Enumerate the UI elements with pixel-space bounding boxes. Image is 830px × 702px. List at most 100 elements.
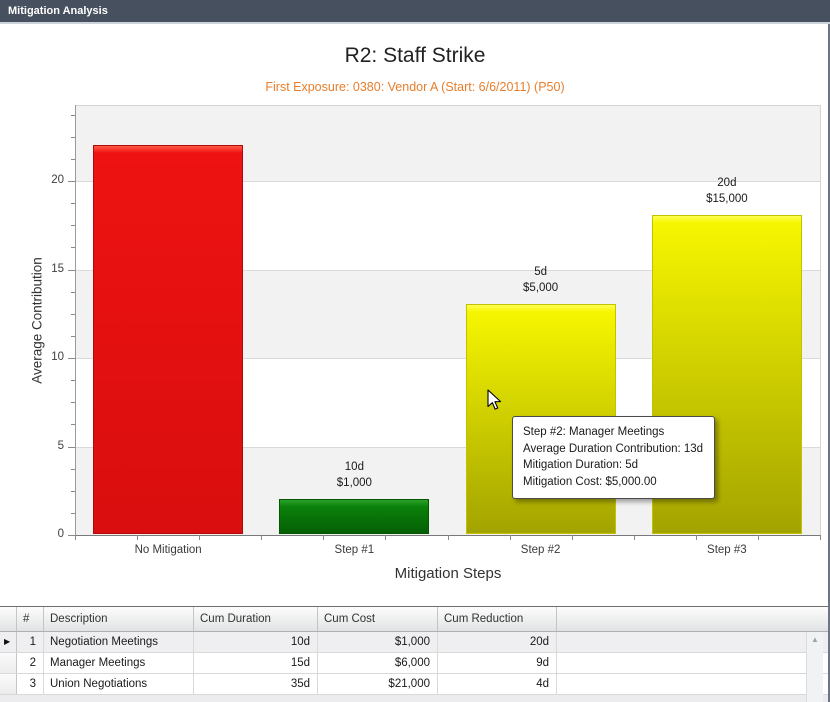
table-cell-filler xyxy=(557,653,830,673)
y-axis-minor-tick xyxy=(71,402,75,404)
y-axis-minor-tick xyxy=(71,247,75,249)
x-axis-tick xyxy=(385,535,387,540)
x-axis-tick xyxy=(137,535,139,540)
x-axis-tick xyxy=(199,535,201,540)
tooltip-line: Step #2: Manager Meetings xyxy=(523,426,665,438)
y-axis-minor-tick xyxy=(71,490,75,492)
bar-step-1[interactable] xyxy=(279,498,430,534)
row-selector[interactable] xyxy=(0,653,17,673)
y-axis-minor-tick xyxy=(71,468,75,470)
table-header-description[interactable]: Description xyxy=(44,607,194,631)
table-cell-description[interactable]: Manager Meetings xyxy=(44,653,194,673)
y-axis-tick-label: 5 xyxy=(57,439,64,452)
plot-right-border xyxy=(820,105,821,535)
y-axis-minor-tick xyxy=(71,225,75,227)
window-right-border xyxy=(828,24,830,702)
y-gridline xyxy=(76,269,820,271)
y-axis-minor-tick xyxy=(71,158,75,160)
table-body: ▶ 1 Negotiation Meetings 10d $1,000 20d 2 Manag… xyxy=(0,632,830,695)
x-axis-tick xyxy=(323,535,325,540)
x-axis-tick xyxy=(757,535,759,540)
table-cell-cum-reduction[interactable]: 20d xyxy=(438,632,557,652)
mouse-cursor-icon xyxy=(487,389,502,410)
y-axis-minor-tick xyxy=(71,291,75,293)
y-gridline xyxy=(76,358,820,360)
tooltip-line: Mitigation Duration: 5d xyxy=(523,459,639,471)
x-axis-title: Mitigation Steps xyxy=(394,565,502,582)
x-axis-tick xyxy=(820,535,821,540)
table-cell-cum-cost[interactable]: $1,000 xyxy=(318,632,438,652)
window-title: Mitigation Analysis xyxy=(8,5,108,17)
y-axis-minor-tick xyxy=(71,512,75,514)
tooltip-line: Average Duration Contribution: 13d xyxy=(523,442,704,455)
table-cell-cum-duration[interactable]: 10d xyxy=(194,632,318,652)
table-cell-cum-duration[interactable]: 15d xyxy=(194,653,318,673)
y-axis-major-tick xyxy=(68,269,75,271)
table-row[interactable]: 3 Union Negotiations 35d $21,000 4d xyxy=(0,674,830,695)
x-category-label-no-mitigation: No Mitigation xyxy=(134,544,202,556)
x-axis-tick xyxy=(261,535,263,540)
table-header-filler[interactable] xyxy=(557,607,824,631)
table-header-cum-cost[interactable]: Cum Cost xyxy=(318,607,438,631)
y-gridline xyxy=(76,181,820,183)
y-axis-minor-tick xyxy=(71,335,75,337)
chart-subtitle: First Exposure: 0380: Vendor A (Start: 6… xyxy=(265,80,565,94)
y-axis-tick-label: 15 xyxy=(51,262,64,275)
table-cell-cum-cost[interactable]: $21,000 xyxy=(318,674,438,694)
table-cell-description[interactable]: Union Negotiations xyxy=(44,674,194,694)
scrollbar-up-arrow-icon[interactable]: ▲ xyxy=(811,635,819,644)
y-axis-line xyxy=(75,105,76,535)
chart-tooltip: Step #2: Manager Meetings Average Duratio… xyxy=(512,416,716,499)
y-axis-minor-tick xyxy=(71,424,75,426)
table-header-cum-reduction[interactable]: Cum Reduction xyxy=(438,607,557,631)
y-axis-tick-label: 20 xyxy=(51,174,64,187)
row-selector[interactable]: ▶ xyxy=(0,632,17,652)
table-header-cum-duration[interactable]: Cum Duration xyxy=(194,607,318,631)
table-cell-[interactable]: 1 xyxy=(17,632,44,652)
y-axis-major-tick xyxy=(68,446,75,448)
table-cell-[interactable]: 2 xyxy=(17,653,44,673)
mitigation-steps-table: # Description Cum Duration Cum Cost Cum Redu… xyxy=(0,606,830,702)
row-selector[interactable] xyxy=(0,674,17,694)
y-axis-minor-tick xyxy=(71,313,75,315)
y-axis-minor-tick xyxy=(71,380,75,382)
x-axis-tick xyxy=(695,535,697,540)
table-cell-description[interactable]: Negotiation Meetings xyxy=(44,632,194,652)
bar-no-mitigation[interactable] xyxy=(93,144,244,534)
y-gridline xyxy=(76,446,820,448)
x-category-label-step-3: Step #3 xyxy=(707,544,747,556)
window-titlebar[interactable]: Mitigation Analysis xyxy=(0,0,830,24)
table-vertical-scrollbar[interactable]: ▲ xyxy=(806,632,823,702)
table-cell-filler xyxy=(557,674,830,694)
y-axis-tick-label: 0 xyxy=(57,528,64,540)
x-axis-tick xyxy=(633,535,635,540)
table-row[interactable]: ▶ 1 Negotiation Meetings 10d $1,000 20d xyxy=(0,632,830,653)
y-axis-minor-tick xyxy=(71,136,75,138)
table-row[interactable]: 2 Manager Meetings 15d $6,000 9d xyxy=(0,653,830,674)
x-axis-tick xyxy=(447,535,449,540)
y-axis-minor-tick xyxy=(71,114,75,116)
table-header-row: # Description Cum Duration Cum Cost Cum Redu… xyxy=(0,607,830,632)
plot-top-border xyxy=(75,105,821,106)
y-axis-minor-tick xyxy=(71,203,75,205)
x-axis-tick xyxy=(571,535,573,540)
y-axis-major-tick xyxy=(68,358,75,360)
bar-value-label-step-2: 5d $5,000 xyxy=(523,265,559,294)
bar-value-label-step-3: 20d $15,000 xyxy=(706,177,748,206)
table-header-[interactable]: # xyxy=(17,607,44,631)
table-header-row-selector[interactable] xyxy=(0,607,17,631)
x-axis-tick xyxy=(509,535,511,540)
x-category-label-step-2: Step #2 xyxy=(520,544,561,556)
table-cell-cum-duration[interactable]: 35d xyxy=(194,674,318,694)
y-axis-major-tick xyxy=(68,181,75,183)
table-cell-filler xyxy=(557,632,830,652)
chart-title: R2: Staff Strike xyxy=(344,44,486,67)
y-axis-major-tick xyxy=(68,535,75,536)
table-cell-cum-reduction[interactable]: 4d xyxy=(438,674,557,694)
bar-value-label-step-1: 10d $1,000 xyxy=(336,460,372,489)
table-cell-[interactable]: 3 xyxy=(17,674,44,694)
table-cell-cum-cost[interactable]: $6,000 xyxy=(318,653,438,673)
selected-row-arrow-icon: ▶ xyxy=(4,637,11,646)
table-cell-cum-reduction[interactable]: 9d xyxy=(438,653,557,673)
